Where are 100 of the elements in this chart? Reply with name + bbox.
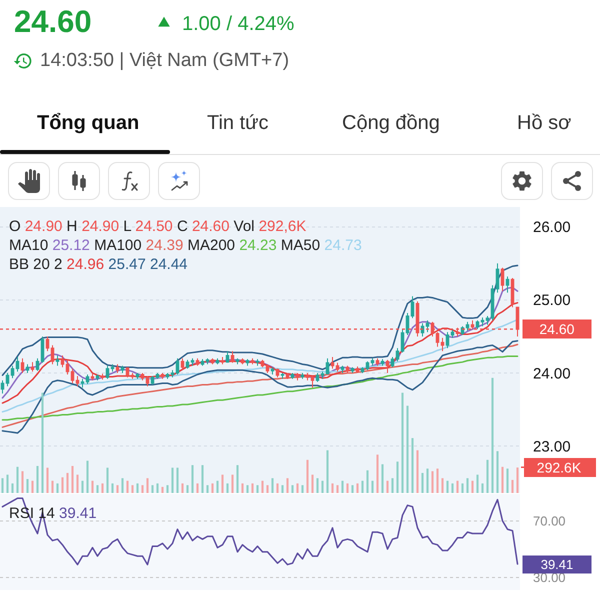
- bar: [251, 483, 254, 493]
- bar: [51, 480, 54, 493]
- candlestick: [370, 358, 374, 366]
- bar: [296, 483, 299, 493]
- bar: [41, 392, 44, 493]
- bar: [266, 485, 269, 493]
- bar: [96, 485, 99, 493]
- bar: [396, 462, 399, 493]
- bar: [451, 483, 454, 493]
- bar: [116, 485, 119, 493]
- candlestick: [246, 358, 250, 366]
- candlestick: [346, 365, 350, 374]
- bar: [256, 485, 259, 493]
- candlestick: [10, 365, 14, 379]
- bar: [11, 483, 14, 493]
- bar: [46, 468, 49, 493]
- text: Tổng quan: [37, 111, 140, 136]
- candlestick: [166, 372, 170, 380]
- y-tick-label: 23.00: [533, 438, 571, 456]
- candlestick: [236, 358, 240, 365]
- bar: [66, 472, 69, 493]
- bar: [271, 478, 274, 493]
- line-series: [2, 286, 518, 399]
- bar: [151, 485, 154, 493]
- candlestick: [106, 365, 110, 380]
- y-tick-label: 24.00: [533, 365, 571, 382]
- y-tick-label: 26.00: [533, 219, 571, 236]
- bar: [491, 378, 494, 493]
- bar: [391, 478, 394, 493]
- candlestick: [256, 358, 260, 366]
- bar: [211, 483, 214, 493]
- bar: [111, 483, 114, 493]
- bar: [516, 467, 519, 493]
- bar: [436, 468, 439, 493]
- candlestick: [190, 358, 194, 366]
- bar: [231, 474, 234, 493]
- bar: [16, 466, 19, 493]
- bar: [431, 471, 434, 493]
- candlestick: [30, 362, 34, 372]
- candlestick: [426, 320, 430, 333]
- candlestick: [336, 362, 340, 372]
- bar: [321, 480, 324, 493]
- bar: [216, 480, 219, 493]
- bar: [241, 483, 244, 493]
- candlestick: [90, 373, 94, 381]
- candlestick: [56, 354, 60, 366]
- bar: [446, 480, 449, 493]
- candlestick: [26, 364, 30, 374]
- bar: [341, 480, 344, 493]
- text: Hồ sơ: [517, 111, 572, 136]
- bar: [141, 485, 144, 493]
- candlestick: [296, 372, 300, 381]
- candlestick: [290, 372, 294, 380]
- bar: [376, 454, 379, 493]
- line-series: [2, 355, 518, 421]
- candlestick: [220, 356, 224, 365]
- bar: [166, 485, 169, 493]
- candlestick: [230, 350, 234, 364]
- candlestick: [326, 358, 330, 375]
- bar: [466, 478, 469, 493]
- bar: [501, 466, 504, 493]
- candlestick: [350, 366, 354, 374]
- bar: [121, 478, 124, 493]
- text: 24.60: [192, 218, 230, 235]
- bar: [21, 471, 24, 493]
- candlestick: [80, 378, 84, 388]
- candlestick: [450, 328, 454, 338]
- bar: [171, 468, 174, 493]
- y-tick-label: 70.00: [533, 513, 566, 528]
- bar: [131, 485, 134, 493]
- bar: [206, 485, 209, 493]
- bar: [276, 483, 279, 493]
- candlestick: [6, 372, 10, 387]
- bar: [156, 483, 159, 493]
- bar: [191, 465, 194, 493]
- candlestick: [36, 358, 40, 372]
- bar: [221, 474, 224, 493]
- candlestick: [410, 296, 414, 319]
- candlestick: [360, 366, 364, 374]
- bar: [371, 480, 374, 493]
- text: Tin tức: [207, 111, 269, 136]
- candlestick: [180, 358, 184, 371]
- candlestick: [206, 358, 210, 365]
- bar: [186, 485, 189, 493]
- candlestick: [250, 358, 254, 365]
- candlestick: [120, 365, 124, 374]
- candlestick: [380, 358, 384, 366]
- chart-subtitle: 1.00 / 4.24%: [182, 12, 294, 37]
- bar: [461, 483, 464, 493]
- bar: [226, 483, 229, 493]
- candlestick: [0, 380, 4, 394]
- bar: [26, 479, 29, 493]
- candlestick: [196, 358, 200, 366]
- candlestick: [356, 366, 360, 374]
- candlestick: [396, 348, 400, 362]
- bar: [201, 465, 204, 493]
- bar: [81, 480, 84, 493]
- bar: [401, 392, 404, 493]
- bar: [456, 480, 459, 493]
- candlestick: [160, 372, 164, 380]
